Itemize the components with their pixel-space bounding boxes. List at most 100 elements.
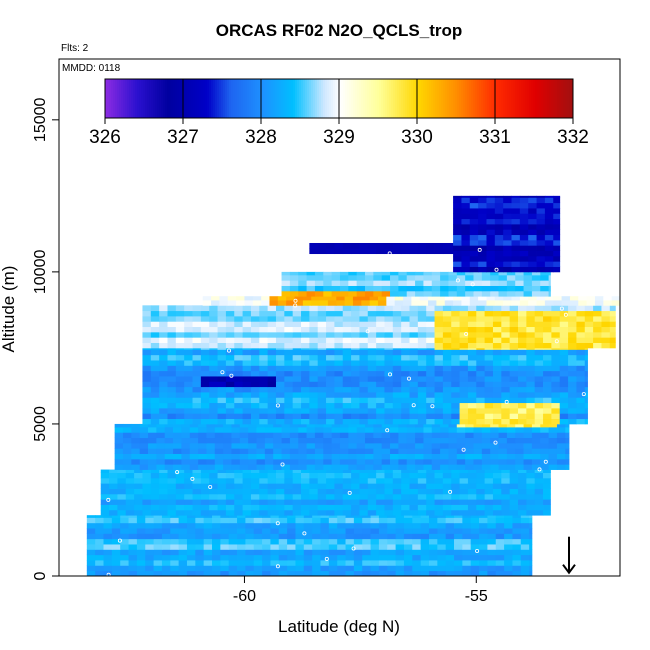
heatmap-cell [417, 365, 427, 372]
heatmap-cell [431, 437, 441, 444]
heatmap-cell [117, 499, 127, 505]
heatmap-cell [217, 509, 227, 516]
heatmap-cell [434, 349, 444, 356]
heatmap-cell [384, 347, 394, 350]
colorbar-swatch [567, 79, 570, 118]
heatmap-cell [122, 448, 132, 454]
heatmap-cell [242, 472, 252, 479]
heatmap-cell [292, 370, 302, 377]
heatmap-cell [317, 337, 327, 343]
heatmap-cell [131, 426, 141, 433]
colorbar-swatch [213, 79, 216, 118]
heatmap-cell [453, 300, 462, 306]
heatmap-cell [298, 464, 307, 470]
heatmap-cell [551, 376, 561, 382]
colorbar-swatch [445, 79, 448, 118]
heatmap-cell [526, 376, 536, 382]
heatmap-cell [167, 493, 177, 500]
heatmap-cell [342, 242, 352, 249]
heatmap-cell [159, 504, 168, 511]
heatmap-cell [328, 522, 338, 529]
heatmap-cell [184, 472, 193, 479]
heatmap-cell [306, 290, 316, 297]
heatmap-cell [273, 448, 282, 454]
heatmap-cell [298, 442, 307, 449]
heatmap-cell [409, 331, 419, 338]
heatmap-cell [209, 469, 218, 473]
heatmap-cell [192, 305, 202, 312]
colorbar-swatch [359, 79, 362, 118]
heatmap-cell [451, 413, 460, 420]
heatmap-cell [568, 315, 577, 322]
heatmap-cell [511, 261, 521, 267]
heatmap-cell [536, 250, 546, 257]
heatmap-cell [484, 402, 494, 409]
heatmap-cell [565, 437, 570, 444]
heatmap-cell [467, 407, 477, 414]
heatmap-cell [277, 296, 287, 301]
heatmap-cell [245, 528, 255, 534]
heatmap-cell [495, 570, 505, 577]
heatmap-cell [264, 437, 274, 444]
heatmap-cell [536, 296, 546, 301]
heatmap-cell [359, 509, 369, 516]
colorbar-swatch [211, 79, 214, 118]
heatmap-cell [456, 453, 466, 460]
heatmap-cell [192, 365, 202, 372]
heatmap-cell [565, 453, 570, 460]
heatmap-cell [184, 365, 193, 372]
heatmap-cell [267, 365, 277, 372]
heatmap-cell [86, 560, 96, 566]
heatmap-cell [259, 407, 269, 414]
heatmap-cell [553, 234, 561, 241]
heatmap-cell [519, 245, 529, 251]
heatmap-cell [454, 528, 463, 534]
heatmap-cell [217, 418, 227, 425]
heatmap-cell [203, 517, 213, 524]
heatmap-cell [534, 326, 544, 333]
heatmap-cell [461, 300, 471, 306]
heatmap-cell [301, 365, 310, 372]
heatmap-cell [518, 337, 527, 343]
heatmap-cell [431, 432, 441, 439]
heatmap-cell [540, 280, 549, 286]
heatmap-cell [381, 423, 391, 428]
heatmap-cell [248, 423, 257, 428]
heatmap-cell [228, 560, 238, 566]
heatmap-cell [234, 386, 243, 393]
heatmap-cell [156, 464, 166, 470]
sample-point [324, 556, 329, 561]
heatmap-cell [359, 376, 369, 382]
heatmap-cell [543, 397, 552, 404]
heatmap-cell [434, 397, 444, 404]
heatmap-cell [339, 274, 349, 281]
heatmap-cell [509, 310, 519, 317]
heatmap-cell [503, 261, 512, 267]
heatmap-cell [409, 242, 419, 249]
heatmap-cell [150, 376, 160, 382]
heatmap-cell [351, 493, 360, 500]
heatmap-cell [543, 342, 552, 349]
heatmap-cell [509, 483, 519, 489]
heatmap-cell [467, 305, 477, 312]
heatmap-cell [470, 565, 480, 572]
heatmap-cell [334, 493, 344, 500]
heatmap-cell [237, 528, 246, 534]
heatmap-cell [498, 271, 508, 276]
heatmap-cell [292, 493, 302, 500]
heatmap-cell [320, 565, 330, 572]
heatmap-cell [267, 499, 277, 505]
heatmap-cell [390, 442, 399, 449]
heatmap-cell [306, 442, 316, 449]
heatmap-cell [284, 418, 294, 425]
heatmap-cell [526, 402, 536, 409]
heatmap-cell [484, 504, 494, 511]
heatmap-cell [267, 509, 277, 516]
heatmap-cell [184, 360, 193, 366]
heatmap-cell [509, 365, 519, 372]
heatmap-cell [593, 326, 602, 333]
heatmap-cell [490, 442, 499, 449]
heatmap-cell [175, 381, 185, 388]
heatmap-cell [415, 453, 424, 460]
heatmap-cell [86, 522, 96, 529]
